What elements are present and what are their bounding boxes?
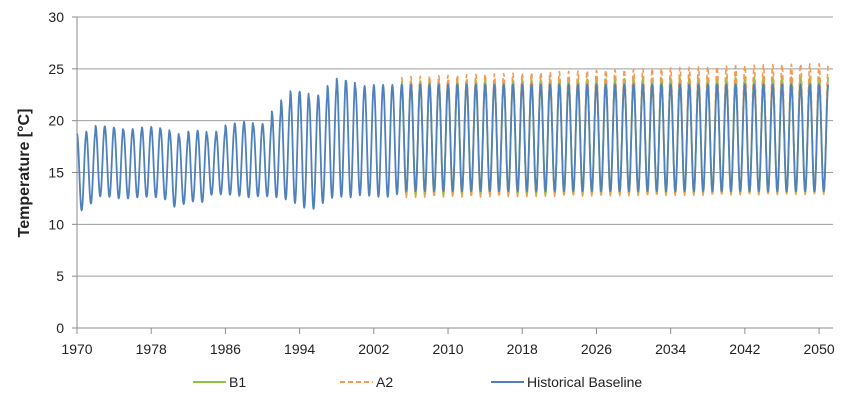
y-axis-label: Temperature [°C] xyxy=(16,109,33,238)
legend-label: Historical Baseline xyxy=(527,374,642,390)
y-tick-label: 20 xyxy=(48,113,64,129)
x-tick-label: 2018 xyxy=(507,341,538,357)
y-tick-label: 25 xyxy=(48,61,64,77)
x-tick-label: 1978 xyxy=(136,341,167,357)
y-tick-label: 5 xyxy=(56,268,64,284)
x-tick-label: 2010 xyxy=(432,341,463,357)
tick-labels: 0 5 10 15 20 25 30 1970 1978 1986 1994 2002 2010 2018… xyxy=(48,9,834,357)
x-tick-label: 1986 xyxy=(210,341,241,357)
x-tick-label: 2034 xyxy=(655,341,686,357)
legend-label: B1 xyxy=(229,374,246,390)
x-tick-label: 2026 xyxy=(581,341,612,357)
y-tick-label: 30 xyxy=(48,9,64,25)
x-tick-label: 1994 xyxy=(284,341,315,357)
series-line-historical-baseline xyxy=(76,77,830,212)
legend-label: A2 xyxy=(376,374,393,390)
y-tick-label: 15 xyxy=(48,165,64,181)
legend: B1 A2 Historical Baseline xyxy=(193,374,642,390)
gridlines xyxy=(77,16,833,277)
x-tick-label: 2002 xyxy=(358,341,389,357)
x-tick-label: 1970 xyxy=(61,341,92,357)
series-lines xyxy=(76,62,830,212)
y-tick-label: 0 xyxy=(56,320,64,336)
x-tick-label: 2042 xyxy=(729,341,760,357)
y-tick-label: 10 xyxy=(48,216,64,232)
x-tick-label: 2050 xyxy=(804,341,835,357)
axes xyxy=(72,16,833,334)
